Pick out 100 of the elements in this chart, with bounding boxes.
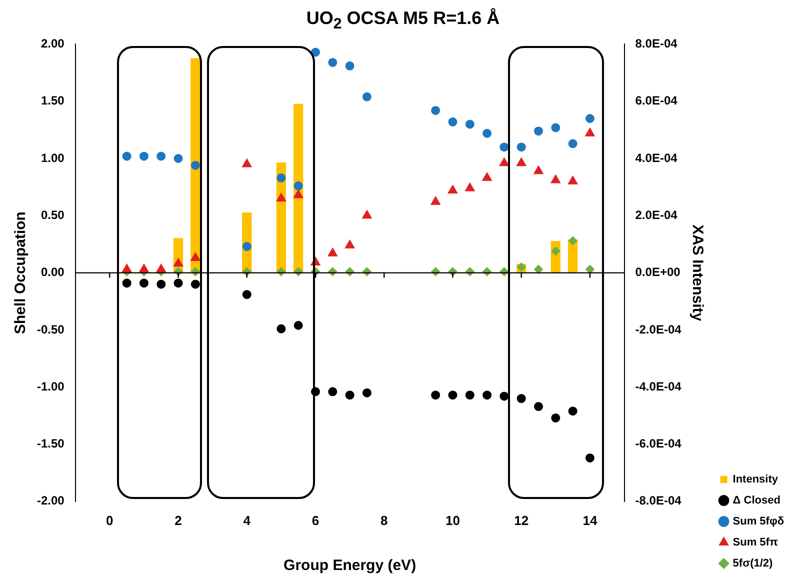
point	[585, 114, 594, 123]
point	[190, 252, 200, 261]
point	[173, 258, 184, 267]
point	[328, 58, 338, 67]
y2-tick-label: -2.0E-04	[635, 322, 682, 336]
point	[568, 176, 578, 184]
point	[568, 139, 578, 148]
point	[482, 390, 492, 400]
point	[585, 264, 594, 274]
x-tick-label: 6	[312, 512, 320, 528]
point	[139, 264, 149, 272]
point	[500, 142, 509, 152]
y-axis-title: Shell Occupation	[12, 212, 30, 334]
point	[276, 324, 286, 334]
bar	[294, 104, 304, 274]
point	[328, 248, 338, 256]
x-tick-label: 12	[514, 512, 529, 528]
point	[482, 172, 492, 181]
point	[430, 196, 440, 205]
point	[174, 278, 183, 288]
point	[242, 290, 252, 300]
point	[448, 185, 458, 194]
legend-label: Δ Closed	[732, 494, 780, 507]
point	[448, 390, 458, 400]
point	[585, 453, 594, 462]
point	[276, 173, 286, 182]
point	[345, 61, 354, 70]
y-tick-label: -1.50	[36, 436, 65, 451]
point	[362, 92, 372, 102]
x-tick-label: 4	[243, 512, 252, 528]
point	[174, 154, 183, 163]
legend-label: Sum 5fπ	[732, 536, 778, 549]
point	[344, 240, 355, 248]
point	[465, 390, 474, 400]
chart-title: UO$_{2}$ OCSA M5 R=1.6 Å	[305, 8, 501, 34]
y-tick-label: -2.00	[36, 494, 65, 508]
legend-label: Intensity	[732, 474, 779, 486]
point	[500, 392, 509, 401]
point	[534, 402, 543, 412]
point	[516, 142, 526, 152]
y-tick-label: 1.50	[40, 94, 65, 108]
y2-tick-label: -4.0E-04	[635, 379, 682, 394]
point	[431, 106, 440, 115]
point	[294, 190, 304, 198]
point	[276, 193, 286, 202]
x-tick-label: 10	[445, 512, 460, 528]
y2-axis-title: XAS Intensity	[689, 224, 706, 322]
x-tick-label: 2	[174, 512, 182, 528]
point	[242, 158, 252, 168]
point	[190, 160, 200, 170]
y2-tick-label: 0.0E+00	[635, 265, 681, 280]
y2-tick-label: 6.0E-04	[635, 94, 678, 108]
point	[568, 236, 578, 246]
y-tick-label: -1.00	[36, 379, 65, 394]
y-tick-label: -0.50	[36, 322, 65, 336]
point	[328, 387, 338, 396]
x-tick-label: 14	[582, 512, 598, 528]
x-axis-title: Group Energy (eV)	[284, 557, 416, 574]
point	[534, 126, 543, 136]
point	[122, 264, 132, 272]
point	[345, 390, 354, 400]
y2-tick-label: 2.0E-04	[635, 208, 678, 222]
legend-label: 5fσ(1/2)	[732, 558, 774, 570]
y2-tick-label: -6.0E-04	[635, 436, 682, 451]
point	[448, 117, 458, 126]
y2-tick-label: 8.0E-04	[635, 36, 678, 51]
y-tick-label: 0.00	[40, 265, 65, 280]
point	[139, 152, 148, 161]
point	[156, 264, 166, 272]
point	[516, 394, 526, 404]
point	[482, 128, 492, 138]
y2-tick-label: -8.0E-04	[635, 494, 682, 508]
legend-label: Sum 5fφδ	[732, 516, 784, 528]
point	[156, 152, 166, 161]
point	[294, 320, 303, 330]
y-tick-label: 2.00	[40, 36, 65, 51]
point	[190, 280, 200, 289]
point	[551, 246, 560, 256]
y2-tick-label: 4.0E-04	[635, 150, 678, 165]
point	[362, 388, 372, 398]
point	[465, 120, 474, 129]
point	[534, 264, 543, 274]
point	[551, 413, 560, 422]
point	[550, 174, 560, 184]
x-tick-label: 0	[106, 512, 114, 528]
point	[294, 181, 303, 190]
x-tick-label: 8	[380, 512, 388, 528]
y-tick-label: 0.50	[40, 208, 65, 222]
point	[534, 166, 544, 174]
point	[122, 278, 132, 288]
point	[568, 406, 578, 416]
point	[362, 210, 372, 219]
point	[139, 278, 148, 288]
point	[516, 158, 526, 166]
point	[242, 242, 252, 252]
point	[499, 158, 510, 166]
point	[585, 128, 595, 136]
point	[122, 152, 132, 161]
point	[465, 182, 475, 192]
point	[551, 123, 560, 132]
